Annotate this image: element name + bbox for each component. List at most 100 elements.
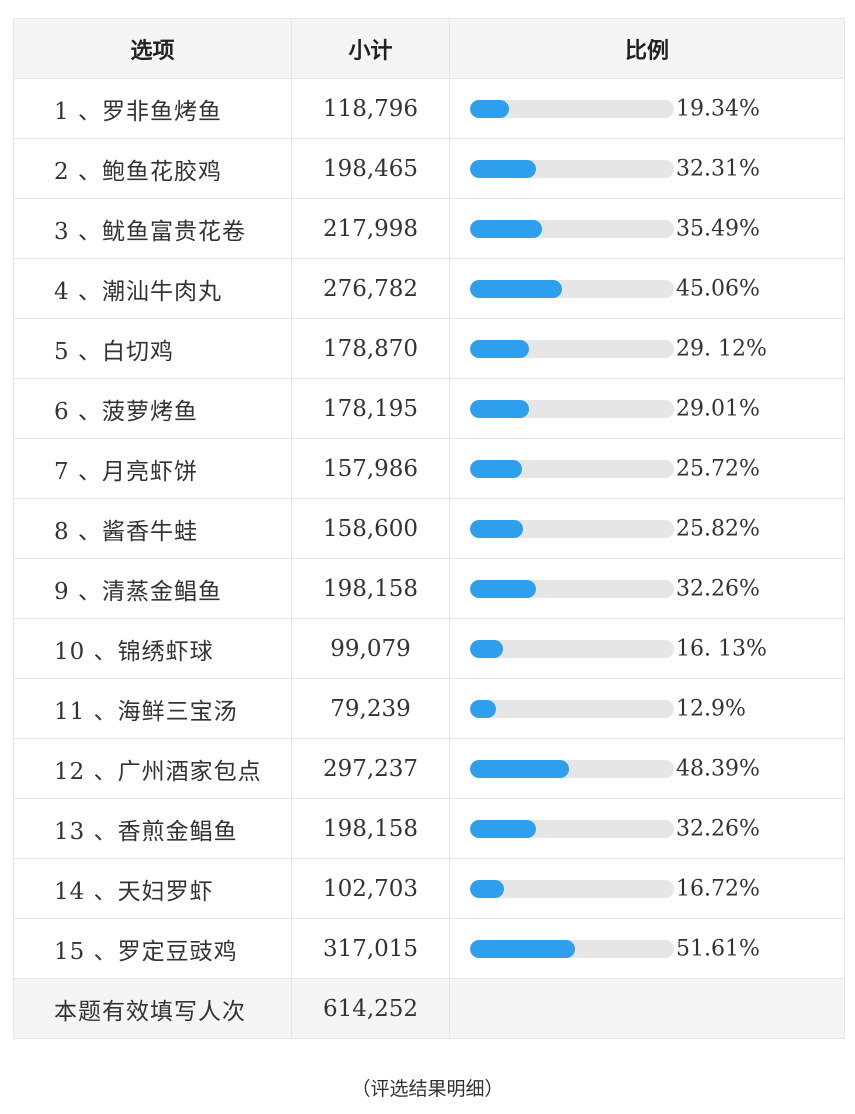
option-label: 10 、锦绣虾球 xyxy=(13,618,292,679)
ratio-bar-fill xyxy=(470,819,536,838)
ratio-percent-text: 32.26% xyxy=(676,816,760,841)
ratio-bar-fill xyxy=(470,519,523,538)
ratio-bar-fill xyxy=(470,579,536,598)
ratio-cell: 25.72% xyxy=(449,438,845,499)
ratio-percent-text: 35.49% xyxy=(676,216,760,241)
ratio-bar-track xyxy=(470,879,674,898)
ratio-cell: 48.39% xyxy=(449,738,845,799)
ratio-bar-track xyxy=(470,279,674,298)
subtotal-value: 178,870 xyxy=(291,318,450,379)
option-label: 2 、鲍鱼花胶鸡 xyxy=(13,138,292,199)
subtotal-value: 79,239 xyxy=(291,678,450,739)
ratio-bar-fill xyxy=(470,159,536,178)
ratio-percent-text: 16.72% xyxy=(676,876,760,901)
table-row: 7 、月亮虾饼 157,986 25.72% xyxy=(13,438,845,499)
ratio-percent-text: 32.31% xyxy=(676,156,760,181)
ratio-cell: 32.26% xyxy=(449,558,845,619)
ratio-bar-track xyxy=(470,459,674,478)
option-label: 8 、酱香牛蛙 xyxy=(13,498,292,559)
table-row: 9 、清蒸金鲳鱼 198,158 32.26% xyxy=(13,558,845,619)
ratio-bar-fill xyxy=(470,939,576,958)
option-label: 12 、广州酒家包点 xyxy=(13,738,292,799)
ratio-cell: 12.9% xyxy=(449,678,845,739)
header-ratio: 比例 xyxy=(449,18,845,79)
ratio-bar-track xyxy=(470,159,674,178)
option-label: 15 、罗定豆豉鸡 xyxy=(13,918,292,979)
summary-empty-cell xyxy=(449,978,845,1039)
ratio-bar-fill xyxy=(470,879,505,898)
table-row: 6 、菠萝烤鱼 178,195 29.01% xyxy=(13,378,845,439)
option-label: 11 、海鲜三宝汤 xyxy=(13,678,292,739)
summary-row: 本题有效填写人次 614,252 xyxy=(13,978,845,1039)
header-option: 选项 xyxy=(13,18,292,79)
subtotal-value: 198,465 xyxy=(291,138,450,199)
ratio-cell: 32.31% xyxy=(449,138,845,199)
ratio-percent-text: 25.72% xyxy=(676,456,760,481)
subtotal-value: 102,703 xyxy=(291,858,450,919)
table-row: 11 、海鲜三宝汤 79,239 12.9% xyxy=(13,678,845,739)
ratio-bar-track xyxy=(470,939,674,958)
ratio-cell: 29. 12% xyxy=(449,318,845,379)
ratio-bar-fill xyxy=(470,279,562,298)
table-row: 2 、鲍鱼花胶鸡 198,465 32.31% xyxy=(13,138,845,199)
subtotal-value: 198,158 xyxy=(291,558,450,619)
ratio-bar-track xyxy=(470,819,674,838)
option-label: 7 、月亮虾饼 xyxy=(13,438,292,499)
ratio-bar-fill xyxy=(470,99,510,118)
ratio-percent-text: 29.01% xyxy=(676,396,760,421)
ratio-percent-text: 29. 12% xyxy=(676,336,767,361)
table-row: 13 、香煎金鲳鱼 198,158 32.26% xyxy=(13,798,845,859)
table-row: 3 、鱿鱼富贵花卷 217,998 35.49% xyxy=(13,198,845,259)
table-row: 12 、广州酒家包点 297,237 48.39% xyxy=(13,738,845,799)
ratio-bar-fill xyxy=(470,699,497,718)
ratio-percent-text: 16. 13% xyxy=(676,636,767,661)
ratio-bar-fill xyxy=(470,639,503,658)
subtotal-value: 276,782 xyxy=(291,258,450,319)
ratio-percent-text: 32.26% xyxy=(676,576,760,601)
subtotal-value: 217,998 xyxy=(291,198,450,259)
ratio-bar-track xyxy=(470,219,674,238)
summary-label: 本题有效填写人次 xyxy=(13,978,292,1039)
ratio-percent-text: 48.39% xyxy=(676,756,760,781)
subtotal-value: 297,237 xyxy=(291,738,450,799)
ratio-cell: 32.26% xyxy=(449,798,845,859)
table-row: 8 、酱香牛蛙 158,600 25.82% xyxy=(13,498,845,559)
subtotal-value: 158,600 xyxy=(291,498,450,559)
option-label: 9 、清蒸金鲳鱼 xyxy=(13,558,292,619)
results-table: 选项 小计 比例 1 、罗非鱼烤鱼 118,796 19.34% 2 、鲍鱼花胶鸡 19… xyxy=(13,18,845,1039)
ratio-percent-text: 45.06% xyxy=(676,276,760,301)
table-row: 14 、天妇罗虾 102,703 16.72% xyxy=(13,858,845,919)
ratio-percent-text: 51.61% xyxy=(676,936,760,961)
option-label: 14 、天妇罗虾 xyxy=(13,858,292,919)
subtotal-value: 198,158 xyxy=(291,798,450,859)
ratio-cell: 51.61% xyxy=(449,918,845,979)
option-label: 1 、罗非鱼烤鱼 xyxy=(13,78,292,139)
ratio-bar-fill xyxy=(470,459,523,478)
table-row: 1 、罗非鱼烤鱼 118,796 19.34% xyxy=(13,78,845,139)
option-label: 3 、鱿鱼富贵花卷 xyxy=(13,198,292,259)
option-label: 5 、白切鸡 xyxy=(13,318,292,379)
ratio-bar-track xyxy=(470,519,674,538)
ratio-percent-text: 25.82% xyxy=(676,516,760,541)
subtotal-value: 118,796 xyxy=(291,78,450,139)
option-label: 4 、潮汕牛肉丸 xyxy=(13,258,292,319)
table-body: 1 、罗非鱼烤鱼 118,796 19.34% 2 、鲍鱼花胶鸡 198,465 32.3… xyxy=(13,78,845,979)
summary-value: 614,252 xyxy=(291,978,450,1039)
ratio-bar-fill xyxy=(470,219,543,238)
table-row: 15 、罗定豆豉鸡 317,015 51.61% xyxy=(13,918,845,979)
table-row: 4 、潮汕牛肉丸 276,782 45.06% xyxy=(13,258,845,319)
ratio-cell: 45.06% xyxy=(449,258,845,319)
ratio-cell: 25.82% xyxy=(449,498,845,559)
ratio-bar-track xyxy=(470,99,674,118)
subtotal-value: 317,015 xyxy=(291,918,450,979)
ratio-bar-fill xyxy=(470,399,530,418)
ratio-cell: 16.72% xyxy=(449,858,845,919)
ratio-cell: 16. 13% xyxy=(449,618,845,679)
ratio-bar-track xyxy=(470,339,674,358)
option-label: 6 、菠萝烤鱼 xyxy=(13,378,292,439)
ratio-bar-fill xyxy=(470,759,569,778)
ratio-bar-track xyxy=(470,759,674,778)
ratio-bar-track xyxy=(470,639,674,658)
ratio-cell: 19.34% xyxy=(449,78,845,139)
ratio-cell: 29.01% xyxy=(449,378,845,439)
